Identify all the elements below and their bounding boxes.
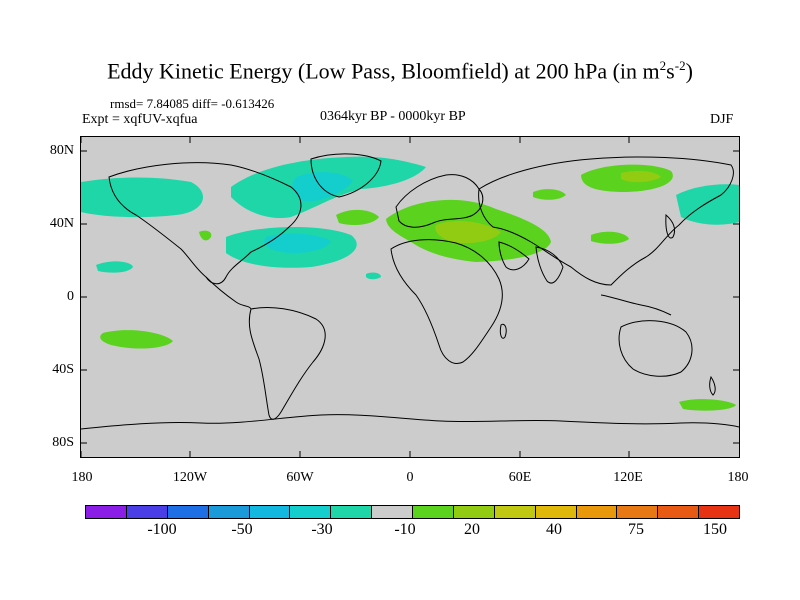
colorbar-label: 75 xyxy=(628,521,644,538)
x-tick-label: 60W xyxy=(286,470,314,485)
colorbar-swatch xyxy=(617,506,659,518)
atlantic-green-blob xyxy=(336,209,379,225)
africa-coast xyxy=(390,239,503,364)
southeast-asia-islands xyxy=(600,294,672,316)
south-pacific-east-field xyxy=(679,399,736,411)
x-tick-label: 60E xyxy=(508,470,532,485)
x-tick-label: 0 xyxy=(406,470,414,485)
colorbar-swatch xyxy=(249,506,291,518)
colorbar-label: -10 xyxy=(394,521,416,538)
colorbar-swatch xyxy=(126,506,168,518)
arabia-coast xyxy=(498,241,530,271)
period-label: 0364kyr BP - 0000kyr BP xyxy=(320,109,466,124)
colorbar-swatch xyxy=(494,506,536,518)
colorbar-swatch xyxy=(576,506,618,518)
colorbar-swatch xyxy=(331,506,373,518)
caribbean-blob xyxy=(199,230,212,241)
india-coast xyxy=(535,246,564,284)
colorbar-label: 40 xyxy=(546,521,562,538)
colorbar-swatch xyxy=(290,506,332,518)
colorbar-swatch xyxy=(453,506,495,518)
colorbar-label: -100 xyxy=(147,521,177,538)
north-america-coast xyxy=(108,162,302,285)
central-asia-blob xyxy=(533,189,566,200)
colorbar-label: -50 xyxy=(231,521,253,538)
north-pacific-east-field xyxy=(81,177,203,218)
gulf-blob xyxy=(366,272,381,280)
season-label: DJF xyxy=(710,112,734,127)
map-svg xyxy=(80,137,740,457)
colorbar-label: 150 xyxy=(703,521,727,538)
x-tick-label: 180 xyxy=(727,470,749,485)
x-tick-label: 120W xyxy=(172,470,208,485)
axis-ticks xyxy=(80,137,739,457)
asia-coast xyxy=(478,156,734,286)
x-tick-label: 120E xyxy=(613,470,643,485)
x-tick-label: 180 xyxy=(71,470,93,485)
japan-coast xyxy=(665,213,676,239)
siberia-core xyxy=(621,170,661,183)
y-tick-label: 0 xyxy=(67,289,74,304)
colorbar-label: 20 xyxy=(464,521,480,538)
colorbar-swatch xyxy=(167,506,209,518)
y-tick-label: 80S xyxy=(52,435,74,450)
chart-title: Eddy Kinetic Energy (Low Pass, Bloomfiel… xyxy=(107,58,693,84)
south-america-coast xyxy=(248,306,326,420)
y-tick-label: 80N xyxy=(49,143,74,158)
colorbar-swatch xyxy=(658,506,700,518)
colorbar-swatch xyxy=(208,506,250,518)
colorbar-label: -30 xyxy=(311,521,333,538)
central-america-coast xyxy=(205,276,252,310)
antarctica-coast xyxy=(80,414,740,430)
colorbar-swatch xyxy=(413,506,454,518)
anomaly-fields xyxy=(81,156,739,411)
rmsd-label: rmsd= 7.84085 diff= -0.613426 xyxy=(110,96,275,111)
map-panel xyxy=(80,136,740,458)
experiment-label: Expt = xqfUV-xqfua xyxy=(82,112,198,127)
south-pacific-field xyxy=(100,330,173,349)
y-tick-label: 40N xyxy=(49,216,74,231)
colorbar-swatch xyxy=(699,506,739,518)
pacific-blob xyxy=(96,261,133,273)
australia-coast xyxy=(618,320,693,377)
colorbar-swatch xyxy=(372,506,413,518)
new-zealand-coast xyxy=(709,375,716,396)
mediterranean-core xyxy=(435,221,501,244)
greenland-coast xyxy=(310,153,382,198)
north-atlantic-core xyxy=(292,172,353,202)
europe-coast xyxy=(395,174,484,228)
subtropical-atlantic-core xyxy=(264,233,331,253)
colorbar-swatch xyxy=(535,506,577,518)
madagascar-coast xyxy=(499,323,507,339)
colorbar-swatch xyxy=(86,506,127,518)
y-tick-label: 40S xyxy=(52,362,74,377)
coastlines xyxy=(80,153,740,430)
north-pacific-west-field xyxy=(676,184,739,225)
east-asia-blob xyxy=(591,231,629,244)
colorbar xyxy=(85,505,740,519)
